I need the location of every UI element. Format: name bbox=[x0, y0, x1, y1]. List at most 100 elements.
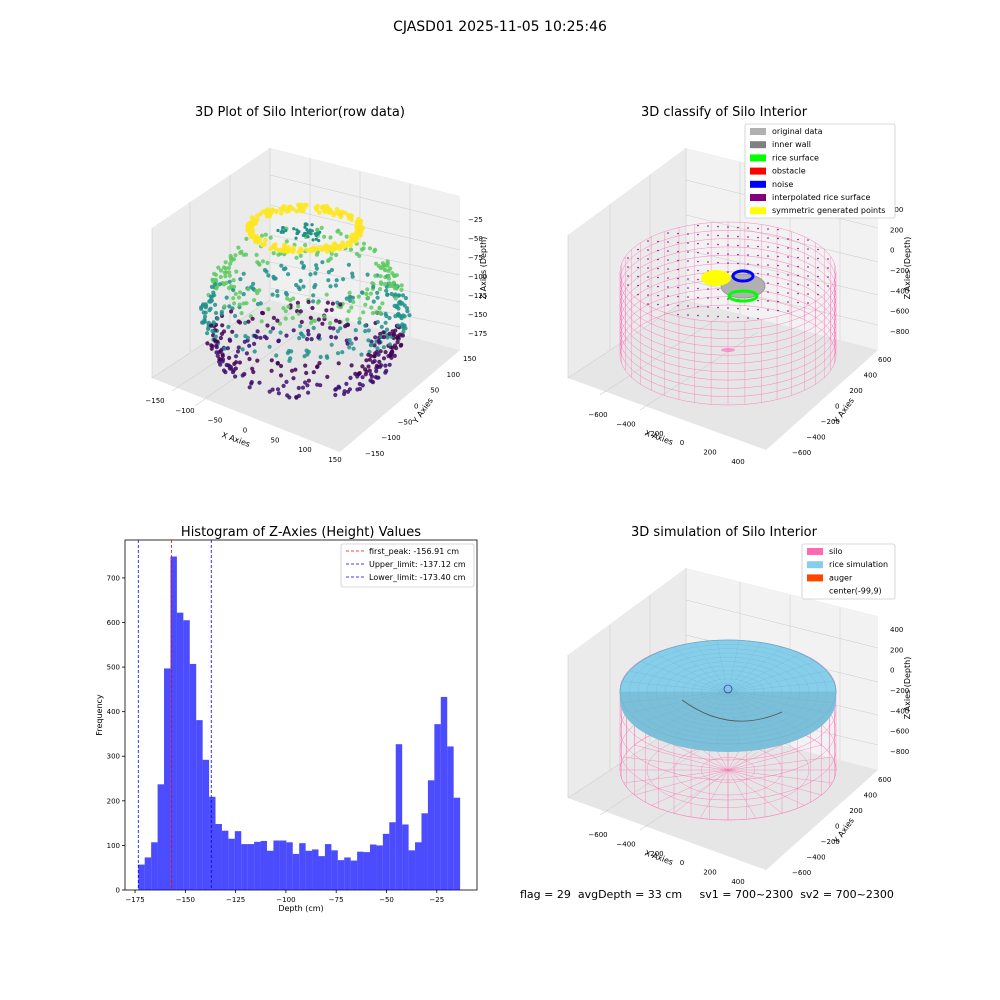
histogram-bar bbox=[260, 840, 268, 890]
raw-point bbox=[271, 251, 276, 256]
raw-point bbox=[305, 352, 310, 357]
raw-point bbox=[375, 346, 380, 351]
raw-point bbox=[252, 298, 257, 303]
raw-point bbox=[310, 229, 314, 233]
simulation-rice-grid bbox=[622, 691, 729, 703]
classify-interpolated-point bbox=[637, 284, 639, 287]
raw-point bbox=[222, 304, 227, 309]
histogram-bar bbox=[318, 856, 325, 890]
simulation-z-tick-label: −600 bbox=[890, 728, 909, 736]
raw-point bbox=[233, 253, 238, 258]
raw-point bbox=[390, 345, 395, 350]
histogram-y-tick-label: 100 bbox=[107, 842, 120, 850]
raw-point bbox=[236, 295, 242, 300]
raw-point bbox=[372, 359, 377, 364]
raw-point bbox=[306, 390, 311, 395]
raw-point bbox=[283, 316, 288, 321]
raw-point bbox=[402, 303, 407, 308]
histogram-bar bbox=[267, 850, 274, 890]
raw-point bbox=[361, 241, 367, 246]
raw-point bbox=[250, 366, 255, 371]
raw-point bbox=[306, 235, 310, 239]
simulation-3d-plot: 3D simulation of Silo Interior −600−400−… bbox=[567, 525, 912, 886]
raw-point bbox=[334, 207, 340, 212]
classify-interpolated-point bbox=[737, 226, 739, 229]
classify-interpolated-point bbox=[697, 233, 699, 236]
raw-point bbox=[254, 235, 259, 241]
raw-point bbox=[363, 367, 368, 372]
raw-point bbox=[328, 325, 333, 330]
raw-y-axis-label: Y Axies bbox=[410, 396, 435, 426]
raw-point bbox=[337, 319, 342, 325]
raw-point bbox=[284, 379, 289, 384]
simulation-z-tick-label: 400 bbox=[890, 626, 903, 634]
raw-point bbox=[284, 245, 290, 251]
simulation-x-tick-label: −600 bbox=[588, 831, 607, 839]
classify-interpolated-point bbox=[687, 278, 689, 280]
grid-line bbox=[685, 214, 879, 263]
histogram-bar bbox=[292, 853, 300, 890]
raw-point bbox=[328, 284, 333, 289]
histogram-bar bbox=[215, 824, 222, 890]
classify-interpolated-point bbox=[817, 248, 819, 251]
classify-interpolated-point bbox=[677, 304, 679, 307]
raw-point bbox=[248, 223, 254, 228]
raw-z-tick-label: −50 bbox=[468, 235, 483, 243]
raw-point bbox=[317, 361, 322, 366]
classify-3d-plot: 3D classify of Silo Interior −600 −400 −20… bbox=[567, 105, 912, 466]
raw-point bbox=[375, 290, 380, 295]
raw-point bbox=[232, 284, 237, 289]
histogram-bar bbox=[273, 840, 280, 890]
classify-interpolated-point bbox=[707, 252, 709, 254]
classify-z-tick-label: 400 bbox=[890, 206, 903, 214]
raw-z-tick-label: −75 bbox=[468, 254, 483, 262]
classify-legend-swatch bbox=[750, 141, 766, 149]
classify-interpolated-point bbox=[767, 273, 769, 275]
raw-point bbox=[398, 301, 403, 306]
raw-point bbox=[236, 345, 241, 350]
raw-point bbox=[299, 260, 304, 265]
raw-point bbox=[311, 325, 316, 331]
raw-point bbox=[285, 393, 290, 398]
raw-point bbox=[393, 328, 398, 333]
raw-point bbox=[367, 246, 373, 251]
classify-interpolated-point bbox=[657, 294, 659, 297]
classify-legend-swatch bbox=[750, 167, 766, 175]
raw-point bbox=[296, 249, 302, 255]
histogram-bar bbox=[440, 696, 448, 890]
raw-point bbox=[267, 214, 273, 219]
raw-point bbox=[364, 358, 369, 363]
raw-point bbox=[328, 235, 333, 240]
raw-point bbox=[220, 353, 225, 358]
raw-point bbox=[205, 331, 210, 336]
raw-x-tick-label: 0 bbox=[243, 427, 247, 435]
raw-point bbox=[268, 329, 273, 334]
raw-point bbox=[214, 286, 219, 291]
raw-point bbox=[288, 204, 293, 210]
raw-point bbox=[374, 349, 379, 355]
raw-point bbox=[237, 320, 243, 325]
raw-point bbox=[348, 298, 353, 303]
raw-point bbox=[209, 284, 214, 289]
raw-point bbox=[392, 273, 397, 278]
classify-interpolated-point bbox=[677, 268, 679, 271]
raw-point bbox=[233, 313, 238, 319]
raw-point bbox=[302, 205, 307, 210]
raw-point bbox=[284, 333, 289, 338]
histogram-x-ticks: −175 −150 −125 −100 −75 −50 −25 bbox=[125, 890, 444, 904]
raw-point bbox=[407, 313, 412, 318]
histogram-bar bbox=[337, 860, 345, 890]
raw-point bbox=[313, 247, 319, 252]
classify-interpolated-point bbox=[697, 287, 699, 290]
raw-point bbox=[279, 230, 283, 234]
raw-point bbox=[272, 242, 277, 248]
raw-point bbox=[399, 287, 404, 292]
raw-point bbox=[243, 320, 248, 325]
simulation-y-tick-label: 600 bbox=[878, 776, 891, 784]
classify-interpolated-point bbox=[797, 238, 799, 241]
raw-point bbox=[318, 354, 323, 360]
raw-point bbox=[383, 363, 388, 368]
raw-point bbox=[338, 231, 343, 236]
raw-point bbox=[209, 343, 214, 348]
raw-point bbox=[248, 228, 254, 234]
